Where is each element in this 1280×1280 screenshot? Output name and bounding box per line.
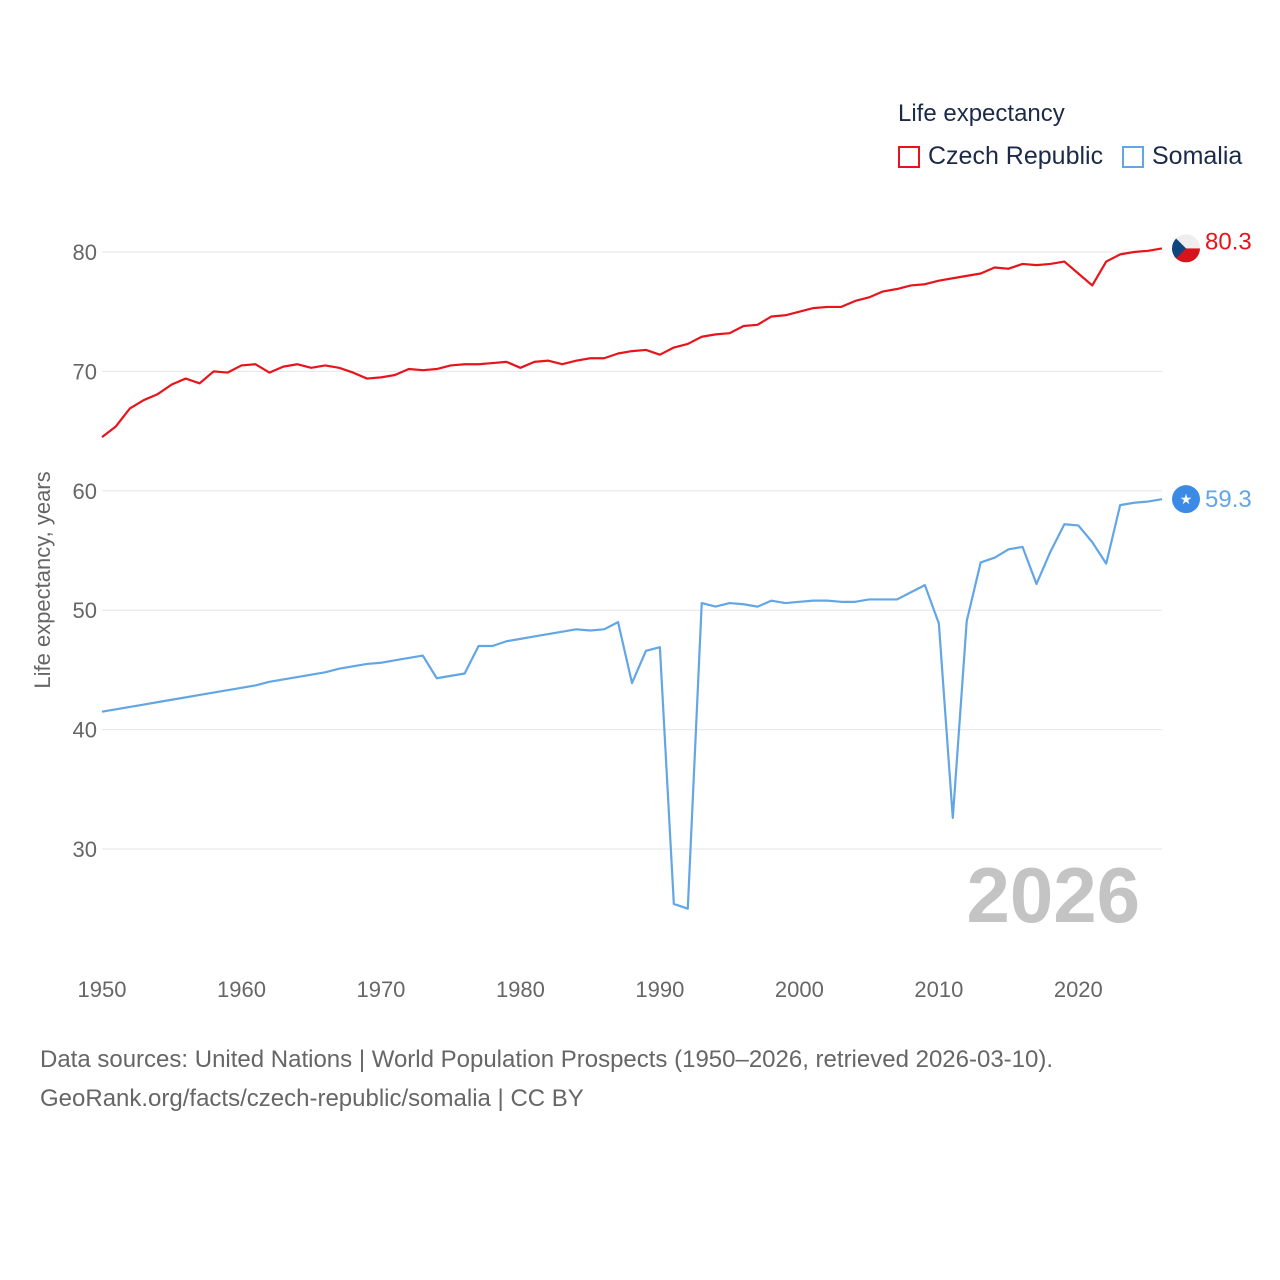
y-axis-label: Life expectancy, years <box>30 471 55 688</box>
legend-label-somalia: Somalia <box>1152 142 1243 170</box>
year-watermark: 2026 <box>966 851 1140 939</box>
x-tick-1970: 1970 <box>356 977 405 1002</box>
y-tick-60: 60 <box>73 479 97 504</box>
somalia-marker-circle <box>1172 485 1200 514</box>
legend-title: Life expectancy <box>898 100 1065 127</box>
y-tick-50: 50 <box>73 598 97 623</box>
legend-item-czech-republic[interactable]: Czech Republic <box>898 142 1103 171</box>
series-line-somalia <box>101 498 1163 910</box>
x-tick-2010: 2010 <box>914 977 963 1002</box>
series-line-czech-republic <box>101 247 1163 438</box>
x-tick-1980: 1980 <box>496 977 545 1002</box>
czech-end-value: 80.3 <box>1205 228 1252 255</box>
y-tick-70: 70 <box>73 359 97 384</box>
x-tick-1950: 1950 <box>78 977 127 1002</box>
y-tick-40: 40 <box>73 718 97 743</box>
y-tick-30: 30 <box>73 837 97 862</box>
legend-item-somalia[interactable]: Somalia <box>1122 142 1242 171</box>
czech-flag-icon <box>1172 234 1200 263</box>
x-tick-1990: 1990 <box>635 977 684 1002</box>
x-tick-2000: 2000 <box>775 977 824 1002</box>
flag-blue-triangle <box>1172 234 1186 263</box>
series-lines <box>101 247 1163 910</box>
end-markers: ★ 80.3 59.3 <box>1172 228 1252 514</box>
attribution-link[interactable]: GeoRank.org/facts/czech-republic/somalia… <box>40 1085 584 1112</box>
data-source-text: Data sources: United Nations | World Pop… <box>40 1046 1054 1073</box>
x-tick-2020: 2020 <box>1054 977 1103 1002</box>
y-tick-80: 80 <box>73 240 97 265</box>
x-tick-1960: 1960 <box>217 977 266 1002</box>
somalia-flag-icon: ★ <box>1172 485 1200 514</box>
somalia-end-value: 59.3 <box>1205 486 1252 513</box>
legend-swatch-somalia <box>1122 145 1144 168</box>
grid-lines <box>102 251 1162 850</box>
x-axis-ticks: 1950 1960 1970 1980 1990 2000 2010 2020 <box>78 977 1103 1002</box>
legend-label-czech: Czech Republic <box>928 142 1104 170</box>
legend-swatch-czech <box>898 145 920 168</box>
star-icon: ★ <box>1180 492 1193 508</box>
y-axis-ticks: 30 40 50 60 70 80 <box>73 240 97 862</box>
